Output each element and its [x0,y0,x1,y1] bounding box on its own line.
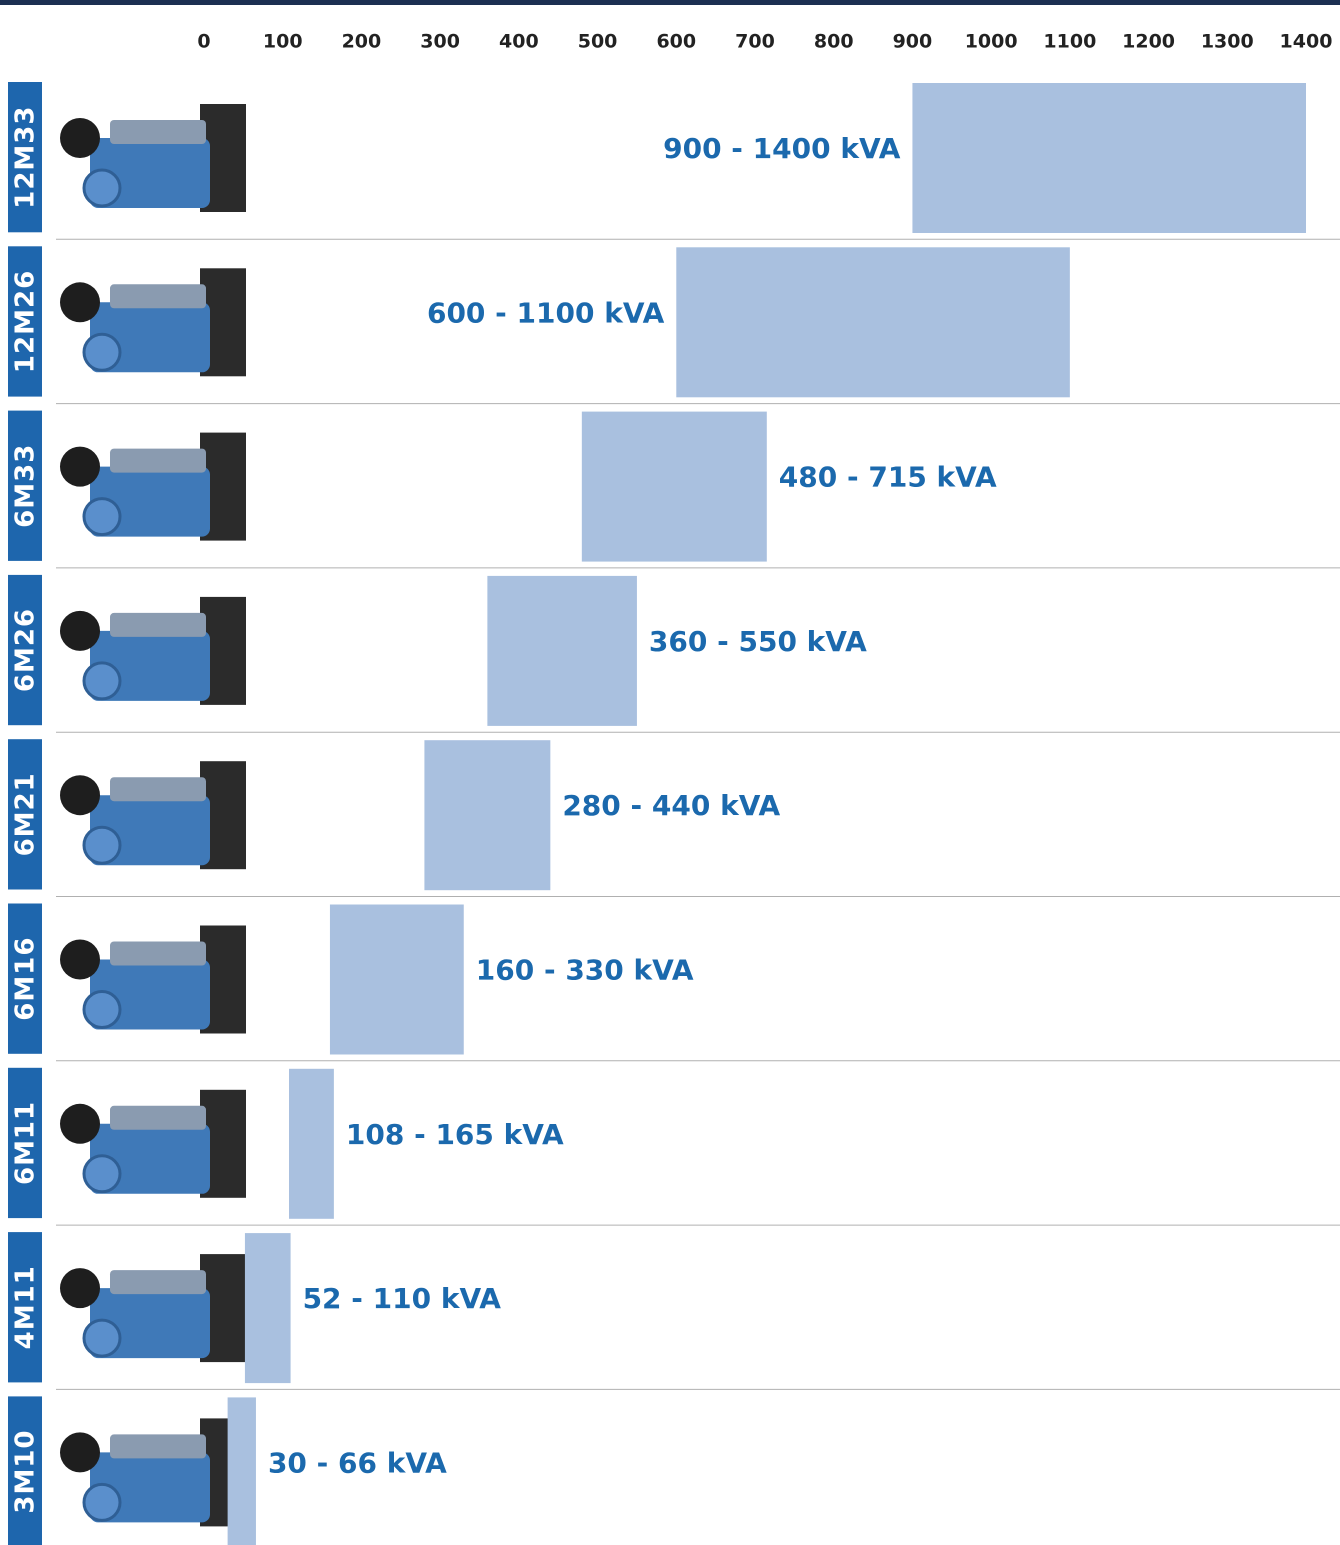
range-bar [912,83,1306,233]
x-tick-label: 1200 [1122,31,1175,53]
engine-wheel [82,661,122,701]
engine-filter [60,1103,100,1144]
row-tab [8,574,42,726]
row-tab [8,246,42,397]
x-tick-label: 600 [656,31,696,53]
engine-top [110,777,206,802]
x-tick-label: 300 [420,31,460,53]
x-tick-label: 400 [499,31,539,53]
engine-filter [60,1268,100,1309]
x-tick-label: 0 [197,31,210,53]
x-tick-label: 1300 [1201,31,1254,53]
x-tick-label: 100 [263,31,303,53]
row-tab [8,1067,42,1219]
engine-image [60,432,246,541]
row-label: 6M33 [11,444,41,528]
row-tab [8,1232,42,1383]
row-label: 6M26 [11,608,41,692]
engine-filter [60,610,100,651]
engine-top [110,448,206,473]
engine-top [110,1434,206,1459]
engine-image [60,1254,246,1363]
engine-top [110,120,206,144]
range-bar [424,740,551,891]
row-tab [8,410,42,561]
row-tab [8,82,42,233]
engine-filter [60,282,100,323]
row-label: 6M16 [11,937,41,1021]
x-tick-label: 200 [342,31,382,53]
engine-top [110,1105,206,1130]
row-label: 12M33 [11,106,41,209]
engine-image [60,761,246,870]
engine-wheel [82,497,122,537]
range-bar [244,1233,291,1384]
value-label: 108 - 165 kVA [346,1118,564,1151]
engine-wheel [82,1482,122,1522]
value-label: 360 - 550 kVA [649,625,867,658]
engine-wheel [82,1154,122,1194]
row-tab [8,903,42,1054]
engine-filter [60,939,100,980]
value-label: 480 - 715 kVA [779,461,997,494]
engine-image [60,268,246,377]
x-tick-label: 1000 [965,31,1018,53]
value-label: 900 - 1400 kVA [663,132,901,165]
engine-top [110,284,206,309]
engine-image [60,1089,246,1198]
engine-wheel [82,990,122,1029]
range-bar [227,1397,256,1545]
row-tab [8,739,42,890]
value-label: 280 - 440 kVA [562,789,780,822]
value-label: 30 - 66 kVA [268,1446,447,1479]
range-bar [329,904,464,1055]
engine-filter [60,775,100,816]
row-label: 3M10 [11,1429,41,1513]
engine-filter [60,1432,100,1473]
engine-image [60,596,246,705]
x-tick-label: 700 [735,31,775,53]
x-tick-label: 1400 [1280,31,1333,53]
row-label: 4M11 [11,1265,41,1349]
engine-wheel [82,825,122,865]
range-bar [581,411,767,562]
x-tick-label: 800 [814,31,854,53]
row-label: 12M26 [11,270,41,373]
x-tick-label: 1100 [1043,31,1096,53]
engine-image [60,1418,246,1527]
engine-filter [60,446,100,487]
engine-image [60,104,246,212]
top-strip [0,0,1340,5]
x-tick-label: 900 [893,31,933,53]
engine-top [110,612,206,637]
range-bar [487,575,637,726]
engine-wheel [82,1318,122,1358]
engine-filter [60,118,100,158]
engine-wheel [82,168,122,208]
engine-image [60,925,246,1034]
value-label: 52 - 110 kVA [303,1282,502,1315]
range-bar [676,247,1070,398]
engine-top [110,1270,206,1295]
engine-top [110,941,206,966]
value-label: 160 - 330 kVA [476,954,694,987]
x-tick-label: 500 [578,31,618,53]
range-bar [289,1068,334,1219]
row-tab [8,1396,42,1545]
value-label: 600 - 1100 kVA [427,296,665,329]
engine-wheel [82,332,122,372]
row-label: 6M21 [11,772,41,856]
row-label: 6M11 [11,1101,41,1185]
